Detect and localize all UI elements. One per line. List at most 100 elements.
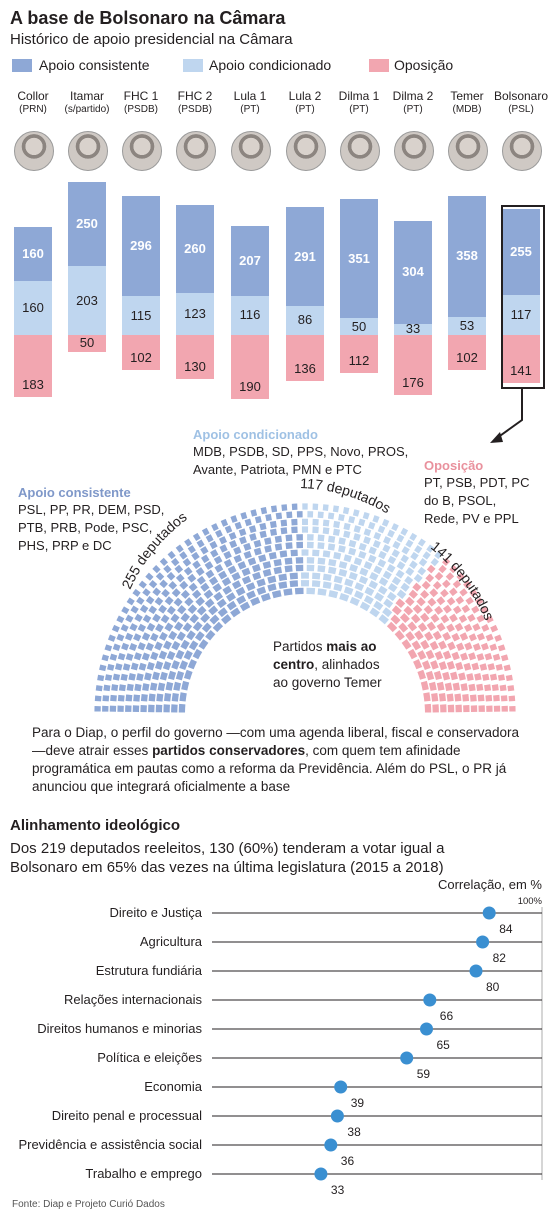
- hemicycle-seat: [449, 587, 458, 597]
- hemicycle-seat: [160, 614, 170, 624]
- hemicycle-seat: [499, 684, 507, 692]
- hemicycle-seat: [144, 672, 152, 681]
- hemicycle-seat: [179, 692, 187, 702]
- president-photo: [14, 131, 54, 171]
- hemicycle-seat: [280, 519, 288, 527]
- hemicycle-seat: [296, 511, 303, 518]
- hemicycle-seat: [182, 558, 192, 567]
- hemicycle-seat: [353, 533, 361, 541]
- hemicycle-seat: [438, 692, 446, 702]
- hemicycle-seat: [208, 576, 219, 586]
- hemicycle-seat: [452, 605, 462, 615]
- hemicycle-seat: [344, 578, 354, 587]
- group-line: PTB, PRB, Pode, PSC,: [18, 520, 153, 535]
- hemicycle-seat: [192, 621, 203, 632]
- hemicycle-seat: [373, 600, 384, 611]
- bar-segment-consistente: [176, 205, 214, 294]
- hemicycle-seat: [333, 520, 341, 529]
- hemicycle-seat: [94, 695, 102, 702]
- hemicycle-seat: [117, 652, 126, 661]
- hemicycle-seat: [133, 652, 142, 661]
- hemicycle-seat: [442, 650, 452, 660]
- hemicycle-seat: [176, 631, 186, 642]
- hemicycle-seat: [485, 615, 494, 624]
- hemicycle-seat: [377, 525, 386, 534]
- hemicycle-seat: [354, 590, 364, 600]
- hemicycle-seat: [145, 572, 154, 581]
- hemicycle-seat: [476, 614, 485, 623]
- hemicycle-seat: [236, 595, 247, 605]
- hemicycle-seat: [312, 526, 319, 534]
- bar-value-consistente: 304: [402, 264, 424, 280]
- hemicycle-seat: [154, 660, 164, 670]
- category-label: Trabalho e emprego: [85, 1166, 202, 1181]
- hemicycle-seat: [417, 650, 427, 661]
- hemicycle-seat: [484, 684, 492, 692]
- hemicycle-seat: [420, 639, 430, 650]
- hemicycle-seat: [301, 526, 309, 533]
- hemicycle-seat: [317, 534, 325, 542]
- bar-segment-oposicao: [68, 335, 106, 352]
- hemicycle-seat: [208, 605, 219, 616]
- hemicycle-seat: [306, 541, 314, 549]
- hemicycle-seat: [398, 622, 409, 633]
- hemicycle-seat: [164, 596, 174, 606]
- data-point: [330, 1109, 344, 1123]
- hemicycle-seat: [152, 613, 161, 623]
- hemicycle-seat: [245, 582, 256, 592]
- hemicycle-seat: [285, 534, 293, 542]
- hemicycle-seat: [125, 705, 132, 712]
- hemicycle-seat: [97, 674, 105, 682]
- hemicycle-seat: [430, 557, 439, 567]
- hemicycle-seat: [107, 663, 115, 671]
- category-label: Política e eleições: [97, 1050, 202, 1065]
- president-party: (PSDB): [178, 104, 212, 115]
- hemicycle-seat: [327, 543, 336, 551]
- hemicycle-seat: [168, 630, 178, 641]
- president-name: Temer: [450, 89, 484, 103]
- bar-segment-oposicao: [176, 335, 214, 379]
- hemicycle-seat: [145, 642, 154, 652]
- hemicycle-seat: [455, 661, 464, 671]
- hemicycle-seat: [140, 704, 147, 713]
- hemicycle-seat: [94, 706, 101, 712]
- bar-value-consistente: 207: [239, 252, 261, 268]
- hemicycle-seat: [429, 640, 439, 651]
- hemicycle-seat: [348, 571, 358, 581]
- president-photo: [68, 131, 108, 171]
- hemicycle-seat: [164, 692, 172, 702]
- hemicycle-seat: [451, 651, 460, 661]
- center-note-text: Partidos: [273, 639, 327, 654]
- hemicycle-seat: [198, 639, 209, 650]
- hemicycle-seat: [386, 621, 398, 633]
- legend-swatch-condicionado: [183, 59, 203, 72]
- center-note-bold: centro: [273, 657, 315, 672]
- bar-segment-condicionado: [394, 323, 432, 335]
- hemicycle-seat: [213, 555, 223, 565]
- hemicycle-seat: [458, 672, 466, 681]
- president-party: (MDB): [452, 104, 482, 115]
- category-label: Direitos humanos e minorias: [37, 1021, 202, 1036]
- hemicycle-seat: [424, 703, 432, 713]
- hemicycle-seat: [142, 683, 150, 692]
- group-title-consistente: Apoio consistente: [18, 485, 131, 500]
- bar-value-condicionado: 86: [297, 312, 313, 328]
- hemicycle-seat: [231, 572, 241, 581]
- hemicycle-seat: [230, 515, 238, 523]
- hemicycle-seat: [493, 694, 500, 702]
- hemicycle-seat: [400, 554, 410, 564]
- hemicycle-seat: [396, 589, 407, 599]
- hemicycle-seat: [181, 680, 190, 691]
- hemicycle-seat: [226, 600, 237, 611]
- data-point: [324, 1138, 338, 1152]
- hemicycle-seat: [214, 564, 224, 573]
- hemicycle-seat: [134, 613, 143, 623]
- hemicycle-seat: [368, 546, 377, 555]
- hemicycle-seat: [377, 585, 388, 595]
- hemicycle-seat: [358, 542, 367, 551]
- hemicycle-seat: [301, 549, 309, 556]
- hemicycle-seat: [194, 631, 205, 642]
- bar-value-condicionado: 115: [130, 307, 152, 323]
- hemicycle-seat: [283, 588, 293, 596]
- hemicycle-seat: [432, 704, 439, 713]
